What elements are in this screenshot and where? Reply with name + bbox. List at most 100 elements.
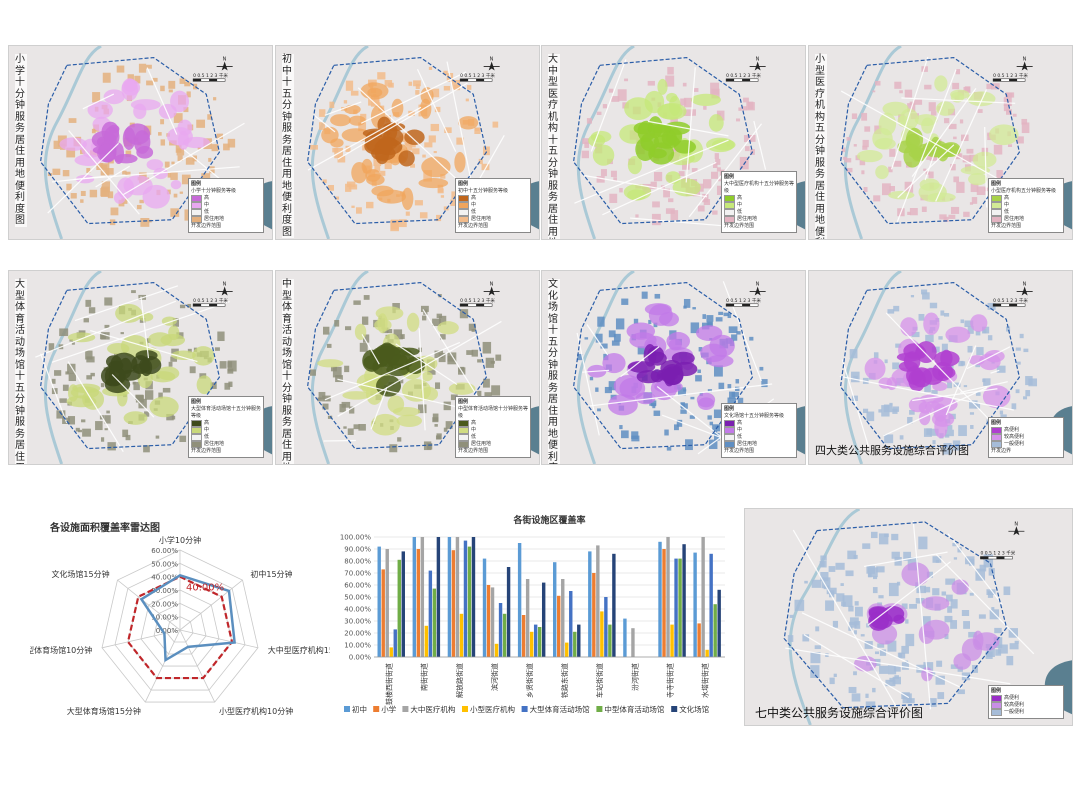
residential-parcel [710,82,720,95]
bar [682,544,686,657]
residential-parcel [650,403,656,407]
residential-parcel [888,665,897,675]
residential-parcel [444,127,452,134]
residential-parcel [832,620,839,628]
residential-parcel [715,317,723,322]
bar [517,543,522,657]
residential-parcel [168,89,173,93]
legend-swatch [724,441,735,448]
legend-label: 较高便利 [1004,702,1025,708]
residential-parcel [171,348,179,354]
residential-parcel [967,345,973,353]
service-area-medium [437,321,459,335]
residential-parcel [1028,378,1038,387]
residential-parcel [596,176,605,183]
residential-parcel [887,640,897,652]
residential-parcel [127,74,134,81]
residential-parcel [932,556,942,563]
bar [389,647,393,657]
service-area-high [916,143,938,156]
road [945,345,977,416]
road [602,161,717,216]
residential-parcel [66,183,72,191]
road [896,69,957,224]
residential-parcel [393,329,403,336]
residential-parcel [608,330,616,338]
radar-svg: 0.00% 10.00% 20.00% 30.00% 40.00% 50.00% 60.00… [30,535,330,716]
legend-swatch [991,709,1002,716]
road [35,300,177,358]
residential-parcel [697,369,701,373]
legend-label: 中 [737,427,743,433]
scale-label: 0 0.5 1 2 3 千米 [726,72,761,79]
service-area-high [650,369,664,383]
residential-parcel [345,326,352,331]
residential-parcel [344,365,350,373]
residential-parcel [873,576,878,580]
residential-parcel [683,389,687,392]
road [990,369,1000,374]
radar-tick-label: 60.00% [151,547,178,555]
residential-parcel [160,119,165,125]
service-area-medium [160,333,186,347]
residential-parcel [427,369,436,375]
residential-parcel [714,432,720,441]
residential-parcel [477,390,482,397]
map-svg: N 0 0.5 1 2 3 千米 [839,46,1072,239]
residential-parcel [184,81,191,87]
scale-label: 0 0.5 1 2 3 千米 [980,550,1015,557]
legend-label: 开发边界 [991,448,1012,454]
map-panel-big: N 0 0.5 1 2 3 千米 七中类公共服务设施综合评价图 图例 高便利 较高便利 一般… [744,508,1073,726]
radar-axis-label: 大型体育场馆15分钟 [67,706,141,716]
residential-parcel [319,109,326,117]
service-area-high [363,355,383,370]
residential-parcel [582,138,590,145]
residential-parcel [211,144,219,152]
bar [604,597,608,657]
map-title: 四大类公共服务设施综合评价图 [815,444,969,457]
residential-parcel [335,375,343,383]
residential-parcel [682,160,690,170]
legend-title: 图例 [991,688,1002,694]
bar-category-label: 滨河街道 [490,663,499,691]
legend-item: 低 [724,209,794,216]
residential-parcel [958,425,967,437]
service-area-high [653,134,680,149]
residential-parcel [471,329,475,332]
bar [397,559,401,657]
road [67,361,124,452]
residential-parcel [99,333,106,340]
road [901,97,1016,104]
service-area-medium [588,134,606,147]
residential-parcel [947,425,953,430]
bar [670,624,674,657]
bar [713,604,717,657]
residential-parcel [323,326,330,335]
residential-parcel [609,193,618,204]
residential-parcel [613,177,618,181]
residential-parcel [943,443,952,455]
service-area-medium [644,303,672,316]
residential-parcel [683,305,687,309]
radar-grid [166,616,194,643]
service-area-medium [900,317,918,337]
residential-parcel [59,398,67,403]
service-area-medium [607,394,638,416]
service-area-medium [321,126,339,144]
residential-parcel [865,693,869,698]
residential-parcel [928,102,936,112]
residential-parcel [495,354,502,361]
service-area-medium [371,185,394,197]
residential-parcel [146,64,152,69]
bar-y-tick: 40.00% [344,606,371,614]
residential-parcel [975,364,981,368]
legend-label: 居住用地 [471,441,492,447]
residential-parcel [929,428,939,436]
residential-parcel [911,331,920,338]
bar [537,627,542,657]
residential-parcel [140,218,150,227]
legend-label: 高便利 [1004,427,1020,433]
map-svg: N 0 0.5 1 2 3 千米 [35,271,272,464]
residential-parcel [132,381,136,385]
legend-item: 低 [991,209,1061,216]
